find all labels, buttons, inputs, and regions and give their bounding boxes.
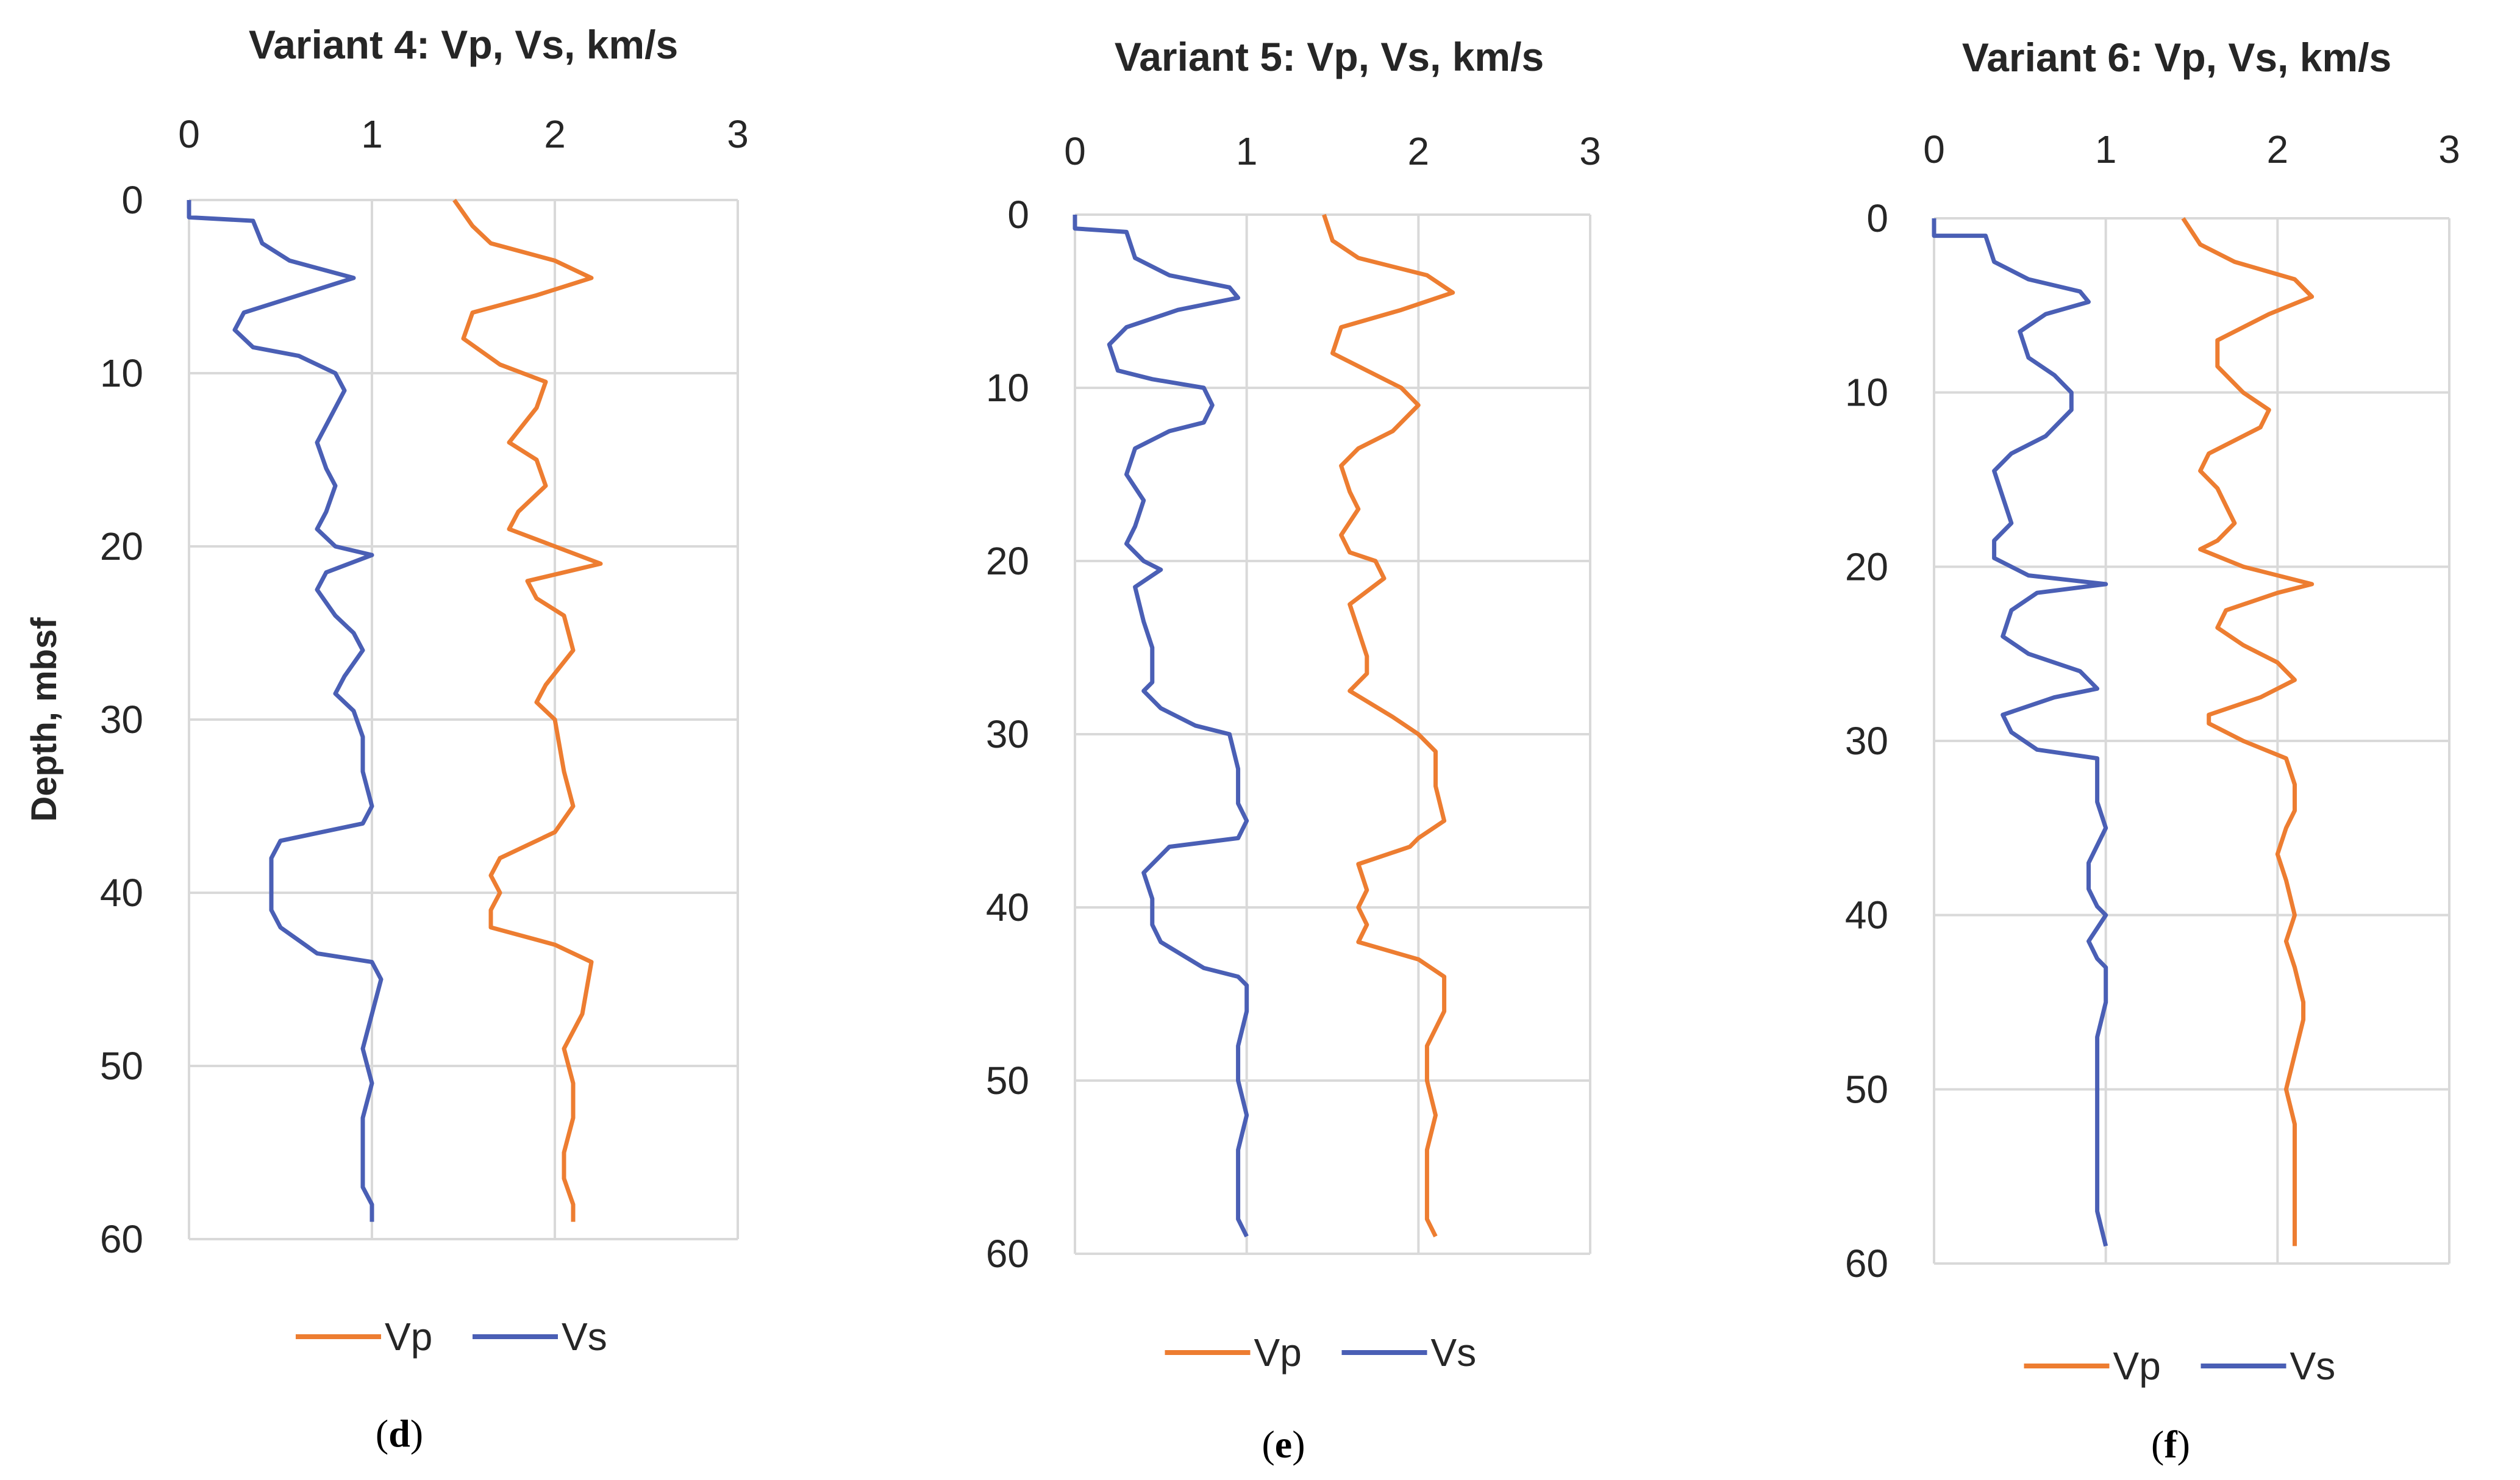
y-tick-label: 60 <box>986 1232 1029 1276</box>
caption-paren: ) <box>2177 1423 2190 1466</box>
x-tick-label: 0 <box>1064 129 1086 173</box>
x-tick-label: 1 <box>2095 127 2117 171</box>
y-axis-label: Depth, mbsf <box>24 617 64 822</box>
x-tick-label: 2 <box>1408 129 1430 173</box>
y-tick-label: 60 <box>1845 1242 1888 1285</box>
x-tick-label: 0 <box>1923 127 1945 171</box>
y-tick-label: 30 <box>986 712 1029 756</box>
legend-label: Vs <box>2290 1344 2336 1388</box>
x-tick-label: 3 <box>1579 129 1601 173</box>
chart-title: Variant 6: Vp, Vs, km/s <box>1962 35 2391 80</box>
y-tick-label: 50 <box>100 1044 143 1088</box>
x-tick-label: 3 <box>727 112 749 156</box>
y-tick-label: 10 <box>1845 371 1888 415</box>
panel-caption: (d) <box>376 1412 423 1455</box>
x-tick-label: 0 <box>178 112 200 156</box>
y-tick-label: 40 <box>1845 893 1888 937</box>
legend-label: Vp <box>2113 1344 2161 1388</box>
caption-paren: ( <box>376 1412 388 1455</box>
x-tick-label: 3 <box>2438 127 2460 171</box>
y-tick-label: 20 <box>1845 545 1888 588</box>
series-line-vs <box>1932 218 2108 1247</box>
series-line-vp <box>1322 213 1455 1238</box>
caption-letter: f <box>2164 1423 2177 1466</box>
caption-paren: ( <box>1262 1423 1274 1466</box>
series-line-vs <box>1073 215 1249 1238</box>
chart-panel-2: Variant 5: Vp, Vs, km/s0 1 2 30102030405060… <box>986 34 1601 1466</box>
y-tick-label: 10 <box>986 366 1029 410</box>
y-tick-label: 50 <box>1845 1067 1888 1111</box>
y-tick-label: 30 <box>1845 719 1888 763</box>
x-tick-label: 1 <box>1236 129 1258 173</box>
x-tick-label: 1 <box>361 112 383 156</box>
panel-caption: (f) <box>2151 1423 2190 1466</box>
chart-title: Variant 4: Vp, Vs, km/s <box>249 22 678 67</box>
y-tick-label: 40 <box>100 871 143 915</box>
series-line-vp <box>2181 217 2315 1246</box>
panel-caption: (e) <box>1262 1423 1305 1466</box>
y-tick-label: 30 <box>100 698 143 742</box>
y-tick-label: 40 <box>986 885 1029 929</box>
caption-paren: ) <box>410 1412 423 1455</box>
y-tick-label: 0 <box>1007 193 1029 237</box>
x-tick-label: 2 <box>2267 127 2289 171</box>
caption-paren: ( <box>2151 1423 2164 1466</box>
legend-label: Vs <box>562 1315 607 1359</box>
y-tick-label: 0 <box>1866 196 1888 240</box>
legend-label: Vs <box>1431 1331 1477 1375</box>
series-line-vs <box>187 200 384 1222</box>
legend-label: Vp <box>385 1315 432 1359</box>
legend-label: Vp <box>1254 1331 1302 1375</box>
caption-paren: ) <box>1292 1423 1305 1466</box>
series-line-vp <box>452 198 603 1222</box>
x-tick-label: 2 <box>544 112 566 156</box>
caption-letter: d <box>388 1412 410 1455</box>
y-tick-label: 50 <box>986 1059 1029 1103</box>
y-tick-label: 20 <box>100 524 143 568</box>
chart-panel-3: Variant 6: Vp, Vs, km/s0 1 2 30102030405060… <box>1845 35 2460 1466</box>
y-tick-label: 10 <box>100 351 143 395</box>
chart-panel-1: Variant 4: Vp, Vs, km/s0 1 2 30102030405060… <box>24 22 749 1455</box>
y-tick-label: 60 <box>100 1217 143 1261</box>
y-tick-label: 0 <box>121 178 143 222</box>
y-tick-label: 20 <box>986 539 1029 583</box>
chart-title: Variant 5: Vp, Vs, km/s <box>1115 34 1544 79</box>
caption-letter: e <box>1275 1423 1292 1466</box>
